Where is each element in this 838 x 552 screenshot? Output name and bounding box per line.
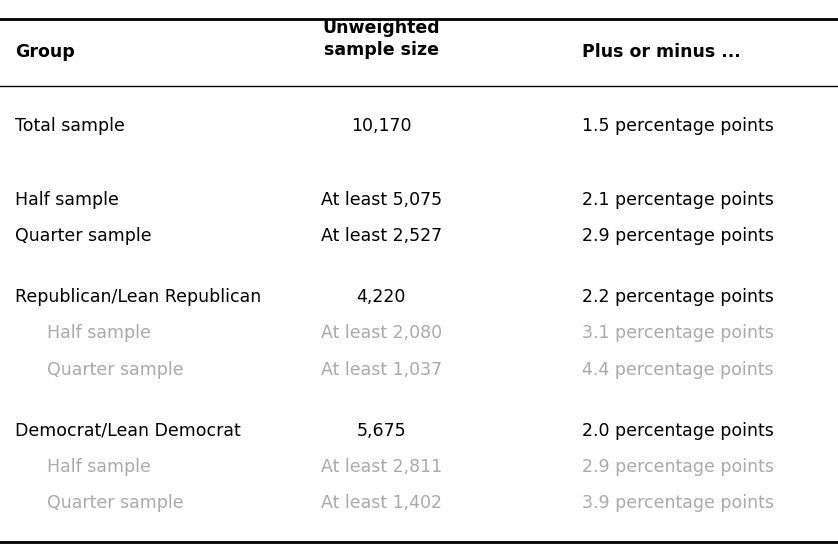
Text: At least 2,811: At least 2,811 [321,458,442,476]
Text: At least 2,080: At least 2,080 [321,325,442,342]
Text: At least 1,402: At least 1,402 [321,495,442,512]
Text: Democrat/Lean Democrat: Democrat/Lean Democrat [15,422,241,439]
Text: Republican/Lean Republican: Republican/Lean Republican [15,288,261,306]
Text: Half sample: Half sample [15,191,119,209]
Text: 2.0 percentage points: 2.0 percentage points [582,422,774,439]
Text: 3.1 percentage points: 3.1 percentage points [582,325,774,342]
Text: 4,220: 4,220 [357,288,406,306]
Text: Quarter sample: Quarter sample [15,227,152,245]
Text: At least 2,527: At least 2,527 [321,227,442,245]
Text: Group: Group [15,44,75,61]
Text: 1.5 percentage points: 1.5 percentage points [582,117,774,135]
Text: 2.9 percentage points: 2.9 percentage points [582,458,774,476]
Text: Half sample: Half sample [47,458,151,476]
Text: 2.2 percentage points: 2.2 percentage points [582,288,774,306]
Text: 2.9 percentage points: 2.9 percentage points [582,227,774,245]
Text: 5,675: 5,675 [356,422,406,439]
Text: Half sample: Half sample [47,325,151,342]
Text: Total sample: Total sample [15,117,125,135]
Text: Unweighted
sample size: Unweighted sample size [323,19,440,59]
Text: 10,170: 10,170 [351,117,411,135]
Text: At least 5,075: At least 5,075 [321,191,442,209]
Text: 4.4 percentage points: 4.4 percentage points [582,361,774,379]
Text: Quarter sample: Quarter sample [47,495,184,512]
Text: 3.9 percentage points: 3.9 percentage points [582,495,774,512]
Text: Quarter sample: Quarter sample [47,361,184,379]
Text: At least 1,037: At least 1,037 [321,361,442,379]
Text: 2.1 percentage points: 2.1 percentage points [582,191,774,209]
Text: Plus or minus ...: Plus or minus ... [582,44,741,61]
